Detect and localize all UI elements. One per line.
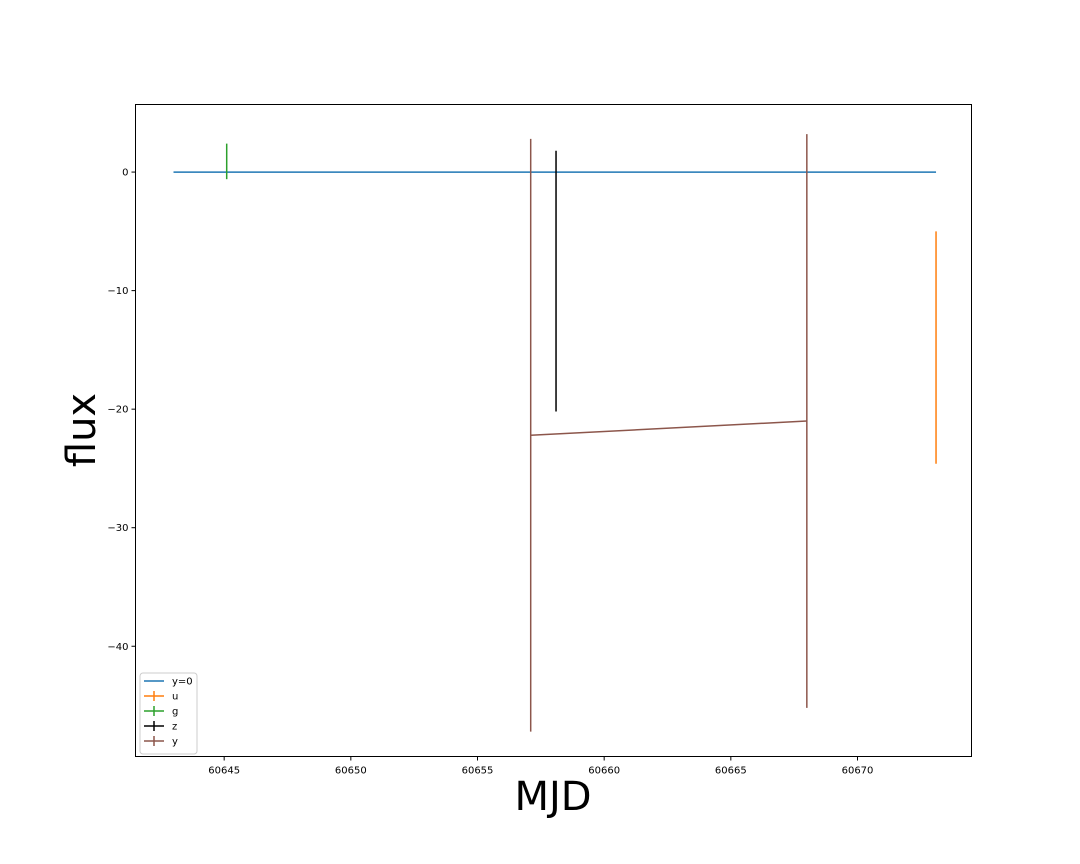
x-tick-label: 60650 [335,766,367,777]
x-tick-label: 60655 [462,766,494,777]
x-axis-label: MJD [514,774,591,820]
series-layer [173,134,937,732]
y-tick-label: 0 [122,168,128,179]
plot-frame [135,104,972,757]
x-tick-label: 60665 [715,766,747,777]
legend-label: g [172,707,178,718]
x-tick-label: 60670 [842,766,874,777]
series-line [530,420,807,436]
y-axis-ticks: 0 −10 −20 −30 −40 [107,168,136,653]
y-tick-label: −40 [107,642,128,653]
y-tick-label: −30 [107,523,128,534]
series-y [529,134,808,732]
x-axis-ticks: 60645 60650 60655 60660 60665 60670 [208,756,874,777]
y-axis-label: flux [59,393,105,467]
legend-label: z [172,722,177,733]
y-tick-label: −10 [107,286,128,297]
legend-label: y [172,737,178,748]
y-tick-label: −20 [107,405,128,416]
x-tick-label: 60660 [588,766,620,777]
x-tick-label: 60645 [208,766,240,777]
legend-label: u [172,692,178,703]
legend-label: y=0 [172,677,193,688]
